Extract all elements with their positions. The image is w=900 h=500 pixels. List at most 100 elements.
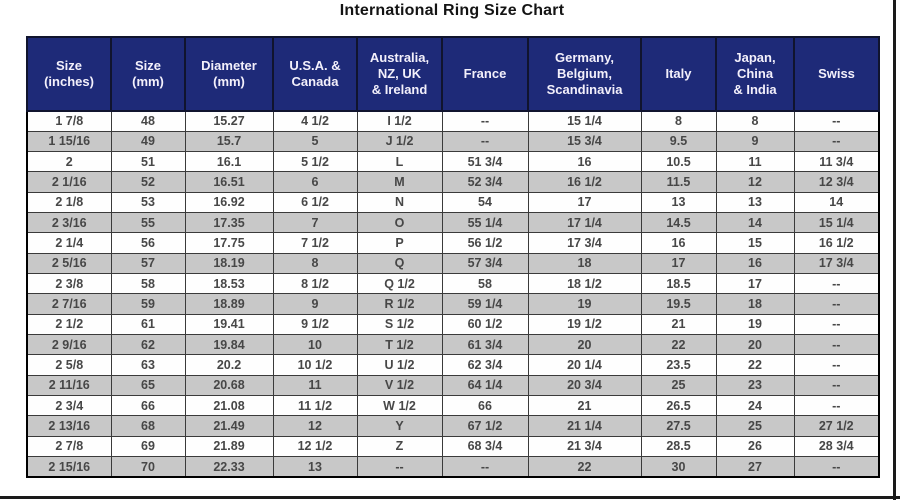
table-cell: -- bbox=[356, 456, 443, 478]
table-cell: 21.89 bbox=[184, 435, 274, 458]
table-cell: 8 bbox=[272, 252, 358, 275]
table-cell: 16.1 bbox=[184, 151, 274, 173]
table-cell: 17 bbox=[640, 252, 717, 275]
table-cell: 57 bbox=[110, 252, 186, 275]
table-cell: P bbox=[356, 232, 443, 254]
table-cell: 16 bbox=[527, 151, 642, 173]
table-cell: 11 bbox=[715, 151, 795, 173]
table-cell: 2 bbox=[26, 151, 112, 173]
table-row: 2 15/16 70 22.33 13 -- -- 22 30 27 -- bbox=[26, 456, 880, 478]
table-cell: 17 1/4 bbox=[527, 212, 642, 234]
table-cell: 10 1/2 bbox=[272, 354, 358, 376]
table-cell: 2 15/16 bbox=[26, 456, 112, 478]
table-cell: 21.49 bbox=[184, 415, 274, 437]
table-cell: 11 bbox=[272, 374, 358, 397]
table-cell: 17 bbox=[715, 273, 795, 295]
table-cell: -- bbox=[793, 456, 880, 478]
table-cell: 2 9/16 bbox=[26, 334, 112, 356]
table-row: 2 13/16 68 21.49 12 Y 67 1/2 21 1/4 27.5 25 27 1/… bbox=[26, 415, 880, 437]
header-cell-1: Size (mm) bbox=[110, 36, 186, 112]
header-row: Size (inches) Size (mm) Diameter (mm) U.S.A… bbox=[26, 36, 880, 112]
table-cell: 17.35 bbox=[184, 212, 274, 234]
table-cell: 62 3/4 bbox=[441, 354, 529, 376]
table-cell: 16 1/2 bbox=[793, 232, 880, 254]
table-cell: 28 3/4 bbox=[793, 435, 880, 458]
table-cell: 10.5 bbox=[640, 151, 717, 173]
table-cell: 22 bbox=[715, 354, 795, 376]
table-cell: 65 bbox=[110, 374, 186, 397]
table-cell: 2 1/4 bbox=[26, 232, 112, 254]
table-cell: 58 bbox=[110, 273, 186, 295]
table-cell: 15.27 bbox=[184, 110, 274, 132]
table-cell: 14 bbox=[793, 191, 880, 214]
table-row: 2 51 16.1 5 1/2 L 51 3/4 16 10.5 11 11 3/4 bbox=[26, 151, 880, 173]
table-cell: 18.53 bbox=[184, 273, 274, 295]
table-cell: 18.89 bbox=[184, 293, 274, 315]
page-title: International Ring Size Chart bbox=[339, 2, 565, 19]
table-row: 2 7/8 69 21.89 12 1/2 Z 68 3/4 21 3/4 28.5 26 28 … bbox=[26, 435, 880, 458]
table-body: 1 7/8 48 15.27 4 1/2 I 1/2 -- 15 1/4 8 8 -- 1 15/1… bbox=[26, 110, 880, 478]
table-row: 2 1/8 53 16.92 6 1/2 N 54 17 13 13 14 bbox=[26, 191, 880, 214]
table-cell: 12 1/2 bbox=[272, 435, 358, 458]
table-cell: 19.5 bbox=[640, 293, 717, 315]
table-cell: -- bbox=[441, 456, 529, 478]
table-cell: 59 1/4 bbox=[441, 293, 529, 315]
table-cell: 13 bbox=[272, 456, 358, 478]
table-cell: 17 bbox=[527, 191, 642, 214]
table-cell: 13 bbox=[715, 191, 795, 214]
table-cell: 2 1/8 bbox=[26, 191, 112, 214]
table-cell: 15 bbox=[715, 232, 795, 254]
table-cell: 13 bbox=[640, 191, 717, 214]
table-cell: 56 1/2 bbox=[441, 232, 529, 254]
table-row: 2 7/16 59 18.89 9 R 1/2 59 1/4 19 19.5 18 -- bbox=[26, 293, 880, 315]
table-row: 2 1/2 61 19.41 9 1/2 S 1/2 60 1/2 19 1/2 21 19 -- bbox=[26, 313, 880, 336]
table-cell: 21 bbox=[527, 395, 642, 417]
table-cell: -- bbox=[793, 130, 880, 153]
table-cell: 60 1/2 bbox=[441, 313, 529, 336]
table-cell: 62 bbox=[110, 334, 186, 356]
table-cell: -- bbox=[793, 293, 880, 315]
table-cell: N bbox=[356, 191, 443, 214]
table-cell: 2 1/2 bbox=[26, 313, 112, 336]
table-cell: S 1/2 bbox=[356, 313, 443, 336]
table-cell: 52 bbox=[110, 171, 186, 193]
table-cell: 9 bbox=[272, 293, 358, 315]
table-cell: 17 3/4 bbox=[527, 232, 642, 254]
table-cell: 21.08 bbox=[184, 395, 274, 417]
table-cell: 19.41 bbox=[184, 313, 274, 336]
table-cell: 51 3/4 bbox=[441, 151, 529, 173]
table-row: 2 1/16 52 16.51 6 M 52 3/4 16 1/2 11.5 12 12 3/4 bbox=[26, 171, 880, 193]
table-cell: 61 3/4 bbox=[441, 334, 529, 356]
table-cell: Q 1/2 bbox=[356, 273, 443, 295]
table-cell: 19 bbox=[527, 293, 642, 315]
table-cell: 20 bbox=[527, 334, 642, 356]
table-cell: 12 bbox=[715, 171, 795, 193]
table-cell: 18 bbox=[715, 293, 795, 315]
table-cell: 2 7/16 bbox=[26, 293, 112, 315]
table-cell: 2 11/16 bbox=[26, 374, 112, 397]
table-cell: 20.2 bbox=[184, 354, 274, 376]
table-row: 2 5/8 63 20.2 10 1/2 U 1/2 62 3/4 20 1/4 23.5 22… bbox=[26, 354, 880, 376]
table-cell: 15.7 bbox=[184, 130, 274, 153]
table-cell: 21 1/4 bbox=[527, 415, 642, 437]
table-cell: 24 bbox=[715, 395, 795, 417]
table-cell: 11 3/4 bbox=[793, 151, 880, 173]
table-cell: 27 bbox=[715, 456, 795, 478]
table-cell: 5 1/2 bbox=[272, 151, 358, 173]
table-cell: 51 bbox=[110, 151, 186, 173]
table-cell: 7 bbox=[272, 212, 358, 234]
table-cell: 20 3/4 bbox=[527, 374, 642, 397]
table-row: 2 3/4 66 21.08 11 1/2 W 1/2 66 21 26.5 24 -- bbox=[26, 395, 880, 417]
table-cell: 2 5/8 bbox=[26, 354, 112, 376]
table-cell: 22.33 bbox=[184, 456, 274, 478]
table-cell: Q bbox=[356, 252, 443, 275]
table-cell: 9 1/2 bbox=[272, 313, 358, 336]
table-row: 2 5/16 57 18.19 8 Q 57 3/4 18 17 16 17 3/4 bbox=[26, 252, 880, 275]
table-cell: L bbox=[356, 151, 443, 173]
table-cell: 8 bbox=[715, 110, 795, 132]
header-cell-7: Italy bbox=[640, 36, 717, 112]
table-cell: 22 bbox=[527, 456, 642, 478]
table-cell: 11 1/2 bbox=[272, 395, 358, 417]
table-cell: -- bbox=[793, 110, 880, 132]
